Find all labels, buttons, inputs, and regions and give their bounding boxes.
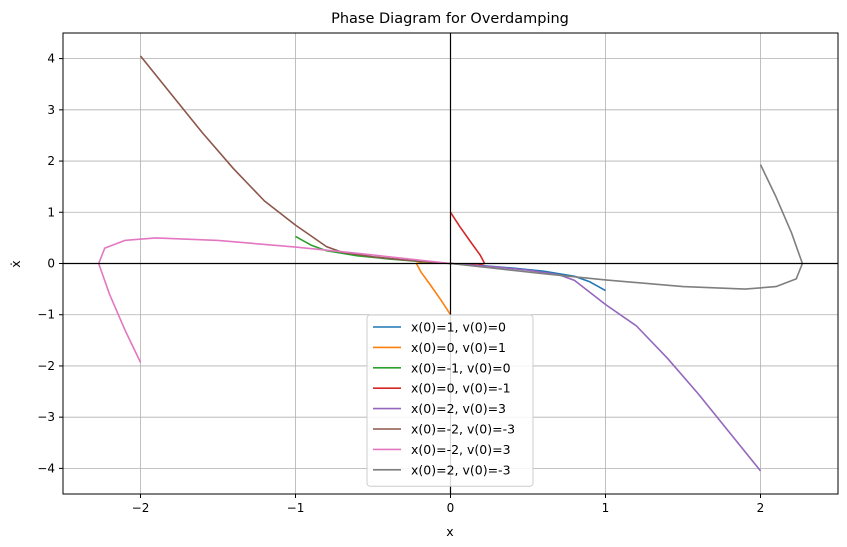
y-tick-label: −4 [37, 461, 55, 475]
legend-entry-label: x(0)=-2, v(0)=3 [411, 442, 511, 457]
legend-entry-label: x(0)=1, v(0)=0 [411, 320, 506, 335]
series-lines [97, 55, 804, 472]
y-tick-label: 1 [47, 205, 55, 219]
chart-title: Phase Diagram for Overdamping [331, 11, 569, 27]
legend-entry-label: x(0)=0, v(0)=1 [411, 340, 506, 355]
y-tick-label: 2 [47, 154, 55, 168]
legend-entry-label: x(0)=-1, v(0)=0 [411, 360, 511, 375]
x-tick-label: 0 [447, 501, 455, 515]
y-tick-label: 3 [47, 103, 55, 117]
legend-entry-label: x(0)=2, v(0)=-3 [411, 462, 511, 477]
x-tick-label: 1 [602, 501, 610, 515]
y-tick-label: −2 [37, 359, 55, 373]
series-line-6 [139, 55, 451, 265]
legend-entry-label: x(0)=-2, v(0)=-3 [411, 422, 515, 437]
legend-entry-label: x(0)=0, v(0)=-1 [411, 381, 511, 396]
x-tick-label: 2 [757, 501, 765, 515]
x-tick-label: −2 [132, 501, 150, 515]
y-tick-label: −1 [37, 308, 55, 322]
y-tick-label: 4 [47, 52, 55, 66]
series-line-8 [450, 164, 804, 290]
series-line-5 [450, 262, 762, 472]
legend-box [366, 314, 534, 487]
ticks: −2 −1 0 1 2 −4 −3 −2 −1 0 1 2 3 4 [37, 52, 764, 515]
y-axis-label: ẋ [8, 260, 23, 267]
y-tick-label: 0 [47, 257, 55, 271]
x-tick-label: −1 [287, 501, 305, 515]
series-line-7 [97, 237, 451, 363]
legend: x(0)=1, v(0)=0 x(0)=0, v(0)=1 x(0)=-1, v(0… [366, 314, 534, 487]
x-axis-label: x [446, 524, 453, 539]
y-tick-label: −3 [37, 410, 55, 424]
legend-entry-label: x(0)=2, v(0)=3 [411, 401, 506, 416]
